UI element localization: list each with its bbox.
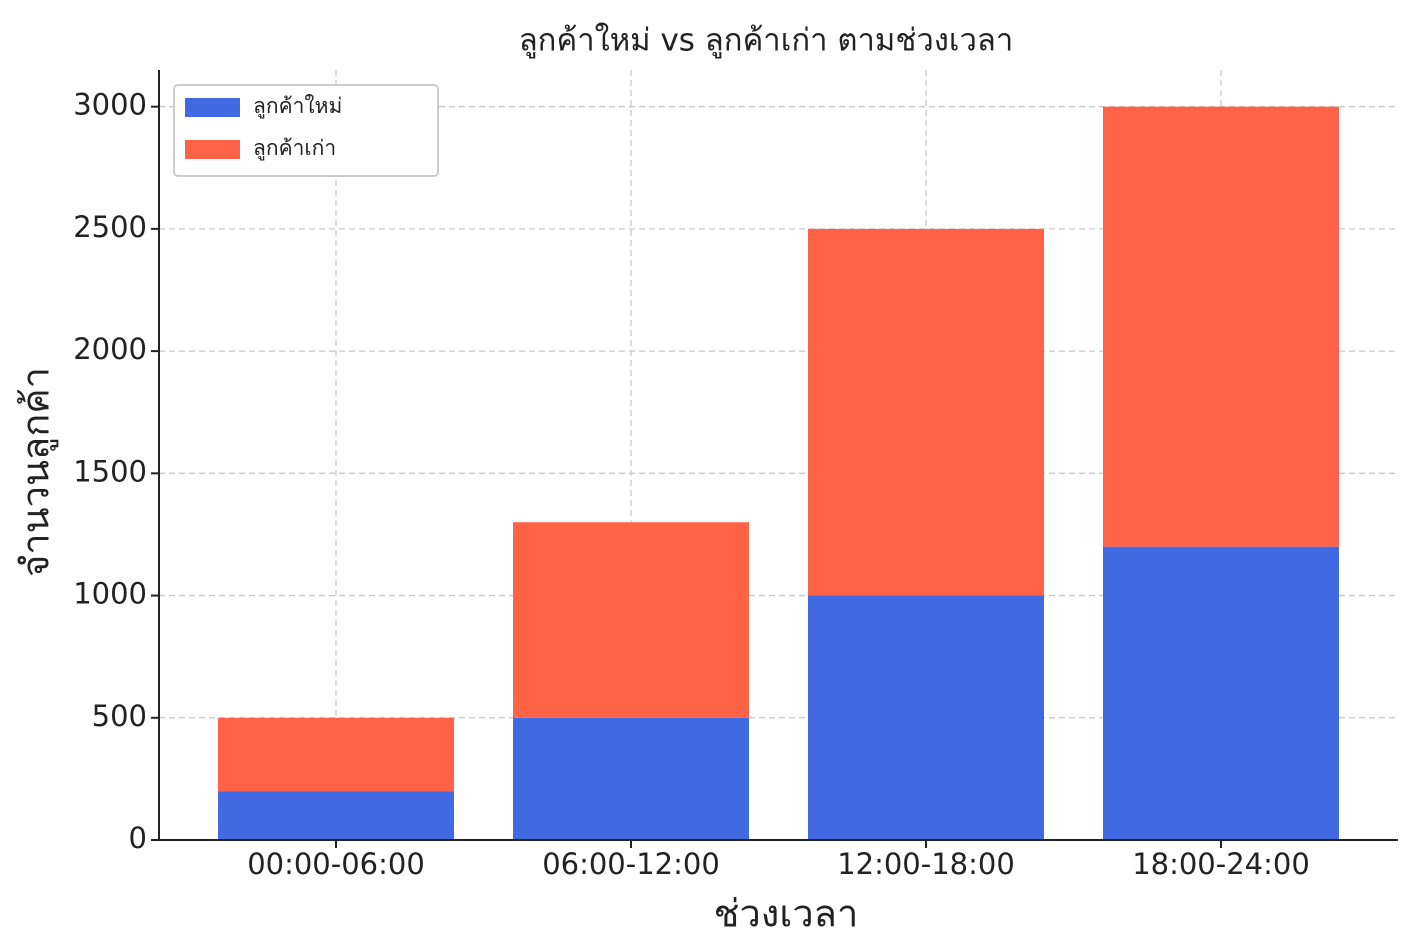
y-tick-label: 3000 [73, 88, 147, 122]
x-tick-label: 00:00-06:00 [247, 847, 425, 881]
y-tick-label: 0 [129, 821, 147, 855]
x-tick-label: 12:00-18:00 [837, 847, 1015, 881]
bar-segment [218, 717, 454, 792]
bar-segment [513, 522, 749, 718]
y-tick-label: 2000 [73, 332, 147, 366]
legend-swatch [185, 98, 240, 117]
bar-segment [218, 791, 454, 840]
legend-label: ลูกค้าใหม่ [253, 94, 342, 119]
bar-segment [1103, 546, 1339, 840]
x-tick-label: 06:00-12:00 [542, 847, 720, 881]
y-tick-label: 2500 [73, 210, 147, 244]
legend: ลูกค้าใหม่ลูกค้าเก่า [173, 84, 439, 177]
x-axis-label: ช่วงเวลา [714, 892, 859, 936]
chart-title: ลูกค้าใหม่ vs ลูกค้าเก่า ตามช่วงเวลา [519, 23, 1014, 59]
bars [218, 106, 1339, 840]
bar-segment [513, 717, 749, 840]
y-axis-label: จำนวนลูกค้า [14, 367, 59, 577]
bar-segment [1103, 106, 1339, 547]
legend-label: ลูกค้าเก่า [253, 136, 336, 161]
x-tick-label: 18:00-24:00 [1132, 847, 1310, 881]
bar-segment [808, 595, 1044, 840]
bar-segment [808, 228, 1044, 596]
y-tick-label: 1500 [73, 454, 147, 488]
y-tick-label: 1000 [73, 577, 147, 611]
legend-swatch [185, 140, 240, 159]
y-tick-label: 500 [92, 699, 147, 733]
